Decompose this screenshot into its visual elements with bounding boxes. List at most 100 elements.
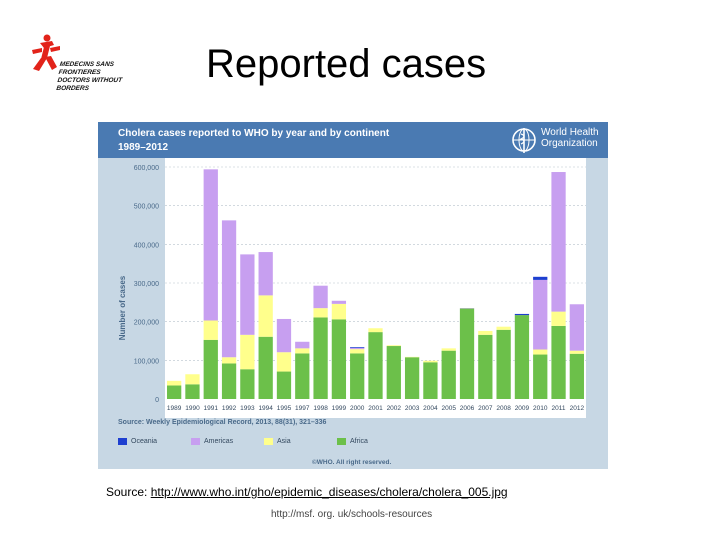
bar-segment-americas-2011 — [551, 172, 566, 312]
legend-label-oceania: Oceania — [131, 438, 158, 445]
bar-segment-americas-1998 — [313, 285, 328, 309]
figure-header: Cholera cases reported to WHO by year an… — [98, 122, 608, 158]
legend-item-oceania: Oceania — [118, 437, 157, 446]
x-tick-label: 1992 — [222, 405, 237, 412]
legend-item-asia: Asia — [264, 437, 291, 446]
bar-segment-americas-1991 — [203, 169, 218, 321]
bar-segment-americas-2012 — [569, 304, 584, 351]
msf-logo: MEDECINS SANS FRONTIERES DOCTORS WITHOUT… — [30, 34, 145, 92]
footer-url[interactable]: http://msf. org. uk/schools-resources — [271, 509, 433, 520]
slide-title: Reported cases — [206, 42, 487, 86]
bar-segment-americas-1994 — [258, 252, 273, 296]
bar-segment-americas-1993 — [240, 254, 255, 335]
bar-segment-africa-1991 — [203, 339, 218, 399]
bar-segment-asia-2004 — [423, 360, 438, 363]
bar-segment-asia-2008 — [496, 326, 511, 330]
who-org-name: World Health Organization — [541, 127, 607, 149]
bar-segment-americas-2010 — [533, 279, 548, 350]
bar-segment-americas-1992 — [221, 220, 237, 358]
legend-item-africa: Africa — [337, 437, 368, 446]
x-tick-label: 2003 — [405, 405, 420, 412]
y-tick-label: 400,000 — [134, 242, 159, 249]
bar-segment-oceania-2010 — [533, 276, 548, 280]
bar-segment-africa-1992 — [221, 363, 237, 399]
bar-segment-asia-1993 — [240, 334, 255, 370]
y-tick-label: 100,000 — [134, 358, 159, 365]
bar-segment-africa-2007 — [478, 334, 493, 399]
bar-segment-africa-2009 — [514, 315, 530, 399]
bar-segment-africa-2010 — [533, 354, 548, 399]
who-org-line2: Organization — [541, 138, 598, 149]
figure-title: Cholera cases reported to WHO by year an… — [118, 127, 458, 155]
x-tick-label: 2005 — [441, 405, 456, 412]
bar-segment-americas-1995 — [276, 318, 292, 353]
bar-segment-asia-1991 — [203, 320, 218, 340]
x-tick-label: 2010 — [533, 405, 548, 412]
bar-segment-africa-2000 — [350, 353, 365, 399]
legend-label-asia: Asia — [277, 438, 291, 445]
bar-segment-asia-2002 — [386, 345, 401, 347]
x-tick-label: 1997 — [295, 405, 310, 412]
legend-swatch-americas — [191, 437, 200, 445]
bar-segment-asia-2005 — [441, 348, 456, 351]
bar-segment-americas-1997 — [295, 341, 310, 349]
bar-segment-africa-1989 — [167, 385, 182, 399]
bar-segment-asia-1992 — [221, 357, 237, 364]
bar-segment-asia-1999 — [331, 303, 347, 320]
x-tick-label: 2009 — [515, 405, 530, 412]
caption-prefix: Source: — [106, 485, 151, 499]
figure-title-line: Cholera cases reported to WHO by year an… — [118, 128, 390, 139]
x-tick-label: 2004 — [423, 405, 438, 412]
bar-segment-africa-1990 — [185, 384, 200, 399]
bar-segment-asia-2000 — [350, 349, 365, 354]
legend-swatch-africa — [337, 437, 346, 445]
x-tick-label: 2011 — [552, 405, 566, 412]
bar-segment-asia-1994 — [258, 295, 273, 337]
legend-swatch-asia — [264, 437, 273, 445]
bar-segment-africa-1998 — [313, 317, 328, 399]
bar-segment-asia-2001 — [368, 328, 383, 333]
y-tick-label: 500,000 — [134, 204, 159, 211]
msf-runner-icon — [32, 34, 60, 71]
legend-label-africa: Africa — [350, 438, 368, 445]
who-org-line1: World Health — [541, 127, 599, 138]
bar-segment-asia-1995 — [276, 352, 292, 372]
bar-segment-asia-1990 — [185, 374, 200, 385]
bar-segment-africa-1994 — [258, 336, 273, 399]
who-emblem-icon — [512, 128, 536, 153]
source-caption: Source: http://www.who.int/gho/epidemic_… — [106, 485, 508, 499]
y-tick-label: 200,000 — [134, 320, 159, 327]
caption-source-link[interactable]: http://www.who.int/gho/epidemic_diseases… — [150, 485, 508, 499]
bar-segment-asia-2012 — [569, 350, 584, 354]
bar-segment-africa-2011 — [551, 325, 566, 399]
bar-segment-oceania-2009 — [514, 313, 530, 316]
bar-segment-asia-1998 — [313, 308, 328, 318]
bar-segment-asia-1989 — [167, 380, 182, 386]
bar-segment-americas-1999 — [331, 300, 347, 304]
y-axis-label: Number of cases — [118, 275, 127, 340]
stacked-bar-chart: Number of cases 0 100,000 200,000 300,000 40… — [118, 158, 586, 418]
figure-subtitle: 1989–2012 — [118, 142, 169, 153]
y-tick-label: 600,000 — [134, 165, 159, 172]
y-tick-label: 0 — [155, 397, 159, 404]
bar-segment-africa-1995 — [276, 371, 292, 399]
bar-segment-africa-2002 — [386, 346, 401, 399]
figure-copyright: ©WHO. All right reserved. — [312, 459, 392, 466]
x-tick-label: 1998 — [313, 405, 328, 412]
x-tick-label: 1990 — [185, 405, 200, 412]
x-tick-label: 2000 — [350, 405, 365, 412]
x-tick-label: 2007 — [478, 405, 493, 412]
who-figure: Cholera cases reported to WHO by year an… — [98, 122, 608, 469]
msf-logo-line2: DOCTORS WITHOUT BORDERS — [55, 77, 123, 92]
x-tick-label: 2001 — [368, 405, 383, 412]
x-tick-label: 2012 — [570, 405, 585, 412]
x-tick-label: 1989 — [167, 405, 182, 412]
x-tick-label: 2006 — [460, 405, 475, 412]
x-tick-label: 1991 — [204, 405, 219, 412]
x-tick-label: 1994 — [258, 405, 273, 412]
bar-segment-africa-2004 — [423, 362, 438, 399]
x-tick-label: 2002 — [387, 405, 402, 412]
bar-segment-africa-2008 — [496, 329, 511, 399]
bar-segment-asia-2010 — [533, 349, 548, 355]
bar-segment-asia-2011 — [551, 311, 566, 326]
